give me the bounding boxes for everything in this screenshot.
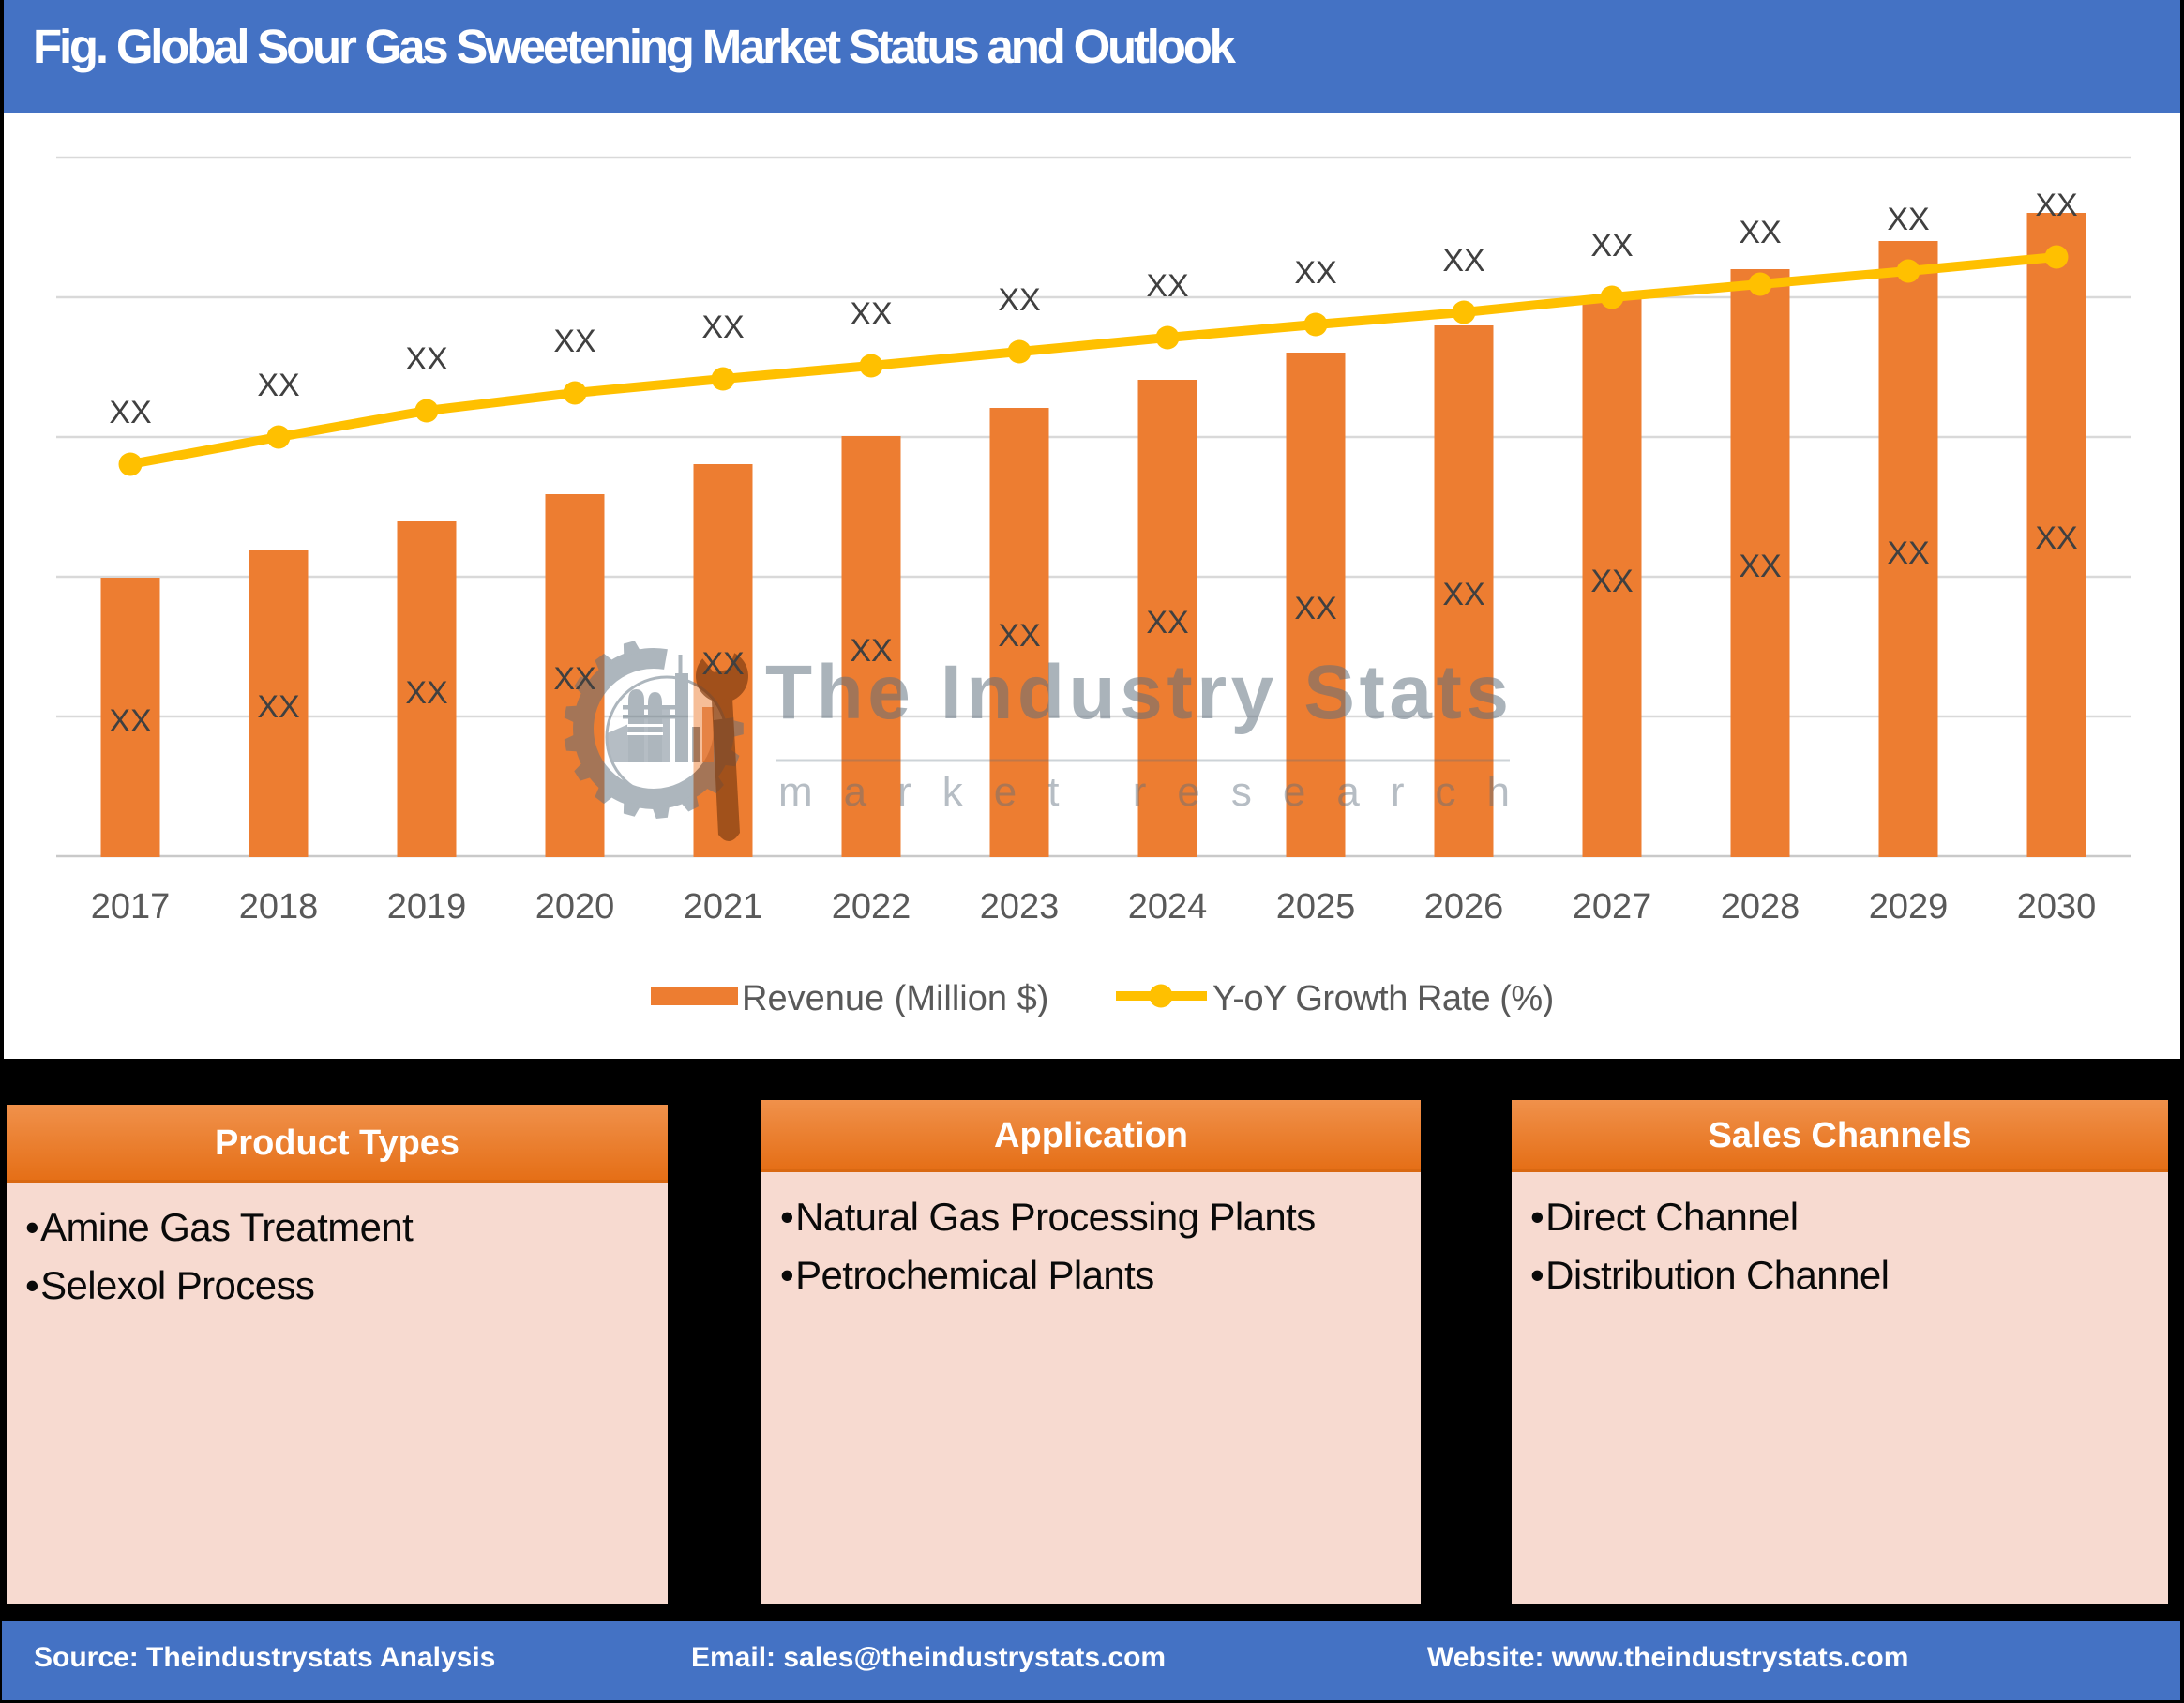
svg-text:XX: XX (553, 324, 595, 359)
svg-text:2026: 2026 (1424, 887, 1504, 927)
svg-text:2029: 2029 (1869, 887, 1949, 927)
svg-text:XX: XX (553, 661, 595, 697)
svg-text:XX: XX (850, 296, 892, 332)
svg-text:2022: 2022 (832, 887, 911, 927)
svg-text:2019: 2019 (387, 887, 467, 927)
svg-text:XX: XX (2035, 520, 2077, 556)
svg-text:2021: 2021 (684, 887, 763, 927)
svg-text:XX: XX (1146, 605, 1188, 641)
svg-text:2024: 2024 (1128, 887, 1208, 927)
svg-text:Y-oY Growth Rate (%): Y-oY Growth Rate (%) (1212, 979, 1554, 1018)
svg-text:2020: 2020 (535, 887, 615, 927)
svg-text:XX: XX (701, 646, 744, 682)
svg-text:XX: XX (1739, 215, 1781, 250)
svg-text:Revenue (Million $): Revenue (Million $) (742, 979, 1048, 1018)
svg-text:2028: 2028 (1721, 887, 1800, 927)
svg-text:2027: 2027 (1573, 887, 1652, 927)
svg-text:XX: XX (257, 689, 299, 725)
svg-text:2025: 2025 (1276, 887, 1356, 927)
svg-text:XX: XX (1590, 228, 1633, 264)
svg-text:2023: 2023 (980, 887, 1060, 927)
svg-text:XX: XX (109, 395, 151, 430)
svg-text:XX: XX (109, 703, 151, 739)
svg-text:2018: 2018 (239, 887, 319, 927)
svg-text:XX: XX (1442, 243, 1484, 279)
svg-text:XX: XX (1590, 564, 1633, 599)
svg-text:XX: XX (701, 309, 744, 345)
svg-text:XX: XX (1739, 549, 1781, 584)
svg-text:XX: XX (998, 618, 1040, 654)
svg-text:XX: XX (1887, 535, 1929, 571)
svg-text:2030: 2030 (2017, 887, 2097, 927)
svg-text:XX: XX (1442, 577, 1484, 612)
svg-text:XX: XX (405, 675, 447, 711)
svg-text:XX: XX (1294, 591, 1336, 626)
svg-text:XX: XX (2035, 188, 2077, 223)
svg-text:XX: XX (257, 368, 299, 403)
svg-text:XX: XX (850, 633, 892, 669)
svg-text:XX: XX (1294, 255, 1336, 291)
svg-text:XX: XX (1887, 202, 1929, 237)
svg-text:XX: XX (998, 282, 1040, 318)
svg-text:XX: XX (1146, 268, 1188, 304)
svg-text:2017: 2017 (91, 887, 171, 927)
svg-text:XX: XX (405, 341, 447, 377)
